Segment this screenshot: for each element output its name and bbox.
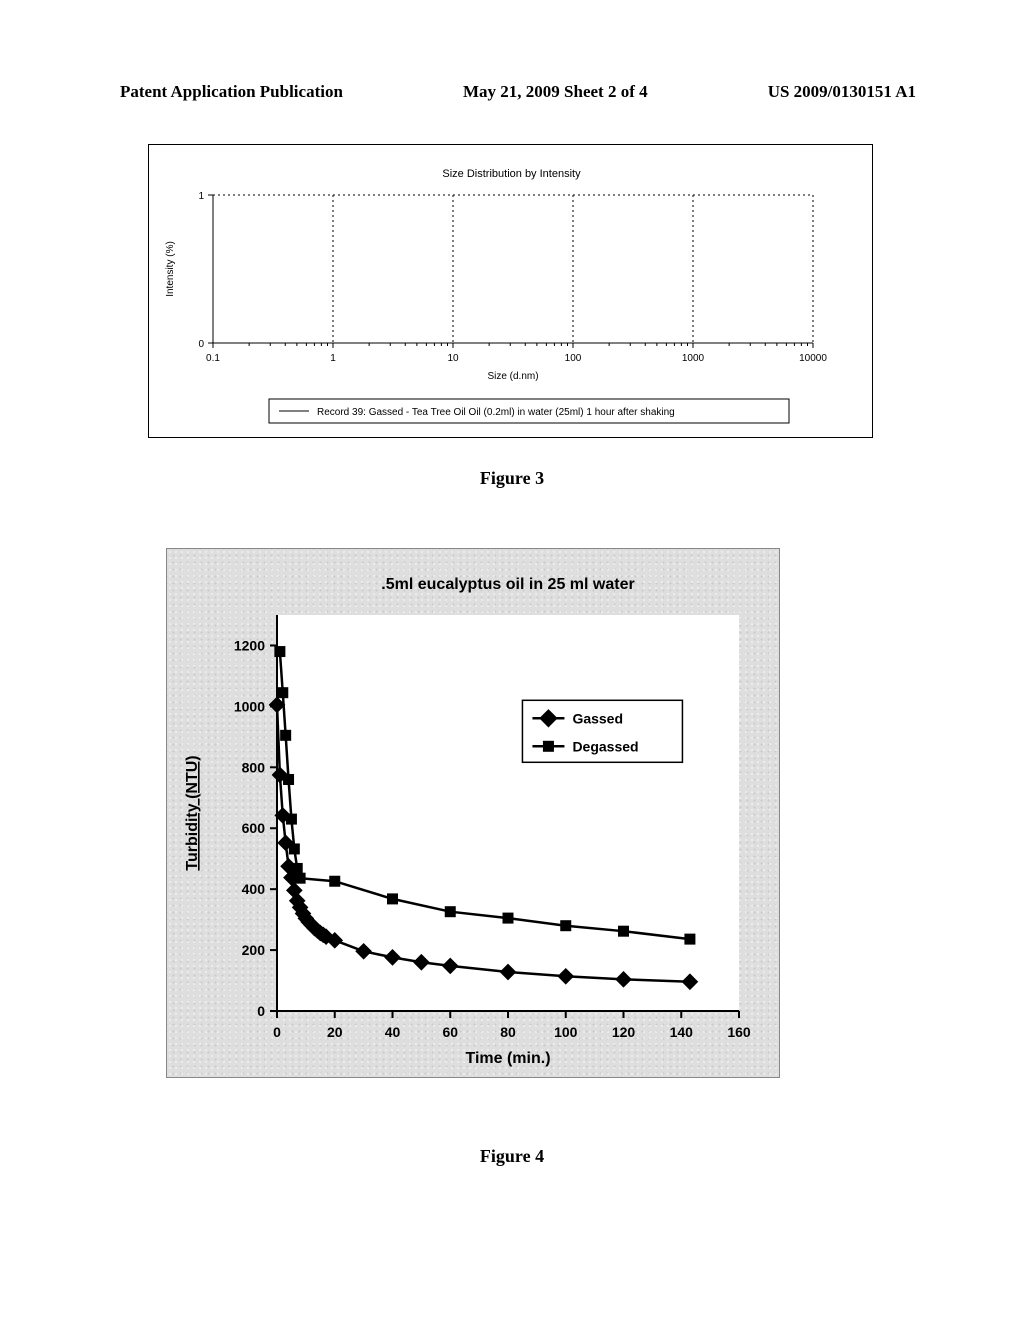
header-center: May 21, 2009 Sheet 2 of 4	[463, 82, 648, 102]
svg-text:Degassed: Degassed	[572, 738, 638, 754]
figure4-caption: Figure 4	[0, 1146, 1024, 1167]
header-right: US 2009/0130151 A1	[768, 82, 916, 102]
svg-text:.5ml eucalyptus oil in 25 ml w: .5ml eucalyptus oil in 25 ml water	[381, 576, 634, 593]
svg-text:600: 600	[242, 820, 266, 836]
figure4-svg: 0 20 40 60 80 100 120 140 160 0 200 400 600 800 1000 12…	[167, 549, 781, 1079]
svg-text:0.1: 0.1	[206, 353, 220, 364]
svg-text:80: 80	[500, 1024, 516, 1040]
svg-text:1: 1	[198, 191, 204, 202]
svg-text:Gassed: Gassed	[572, 710, 623, 726]
svg-text:60: 60	[442, 1024, 458, 1040]
figure4-panel: 0 20 40 60 80 100 120 140 160 0 200 400 600 800 1000 12…	[166, 548, 780, 1078]
svg-text:100: 100	[554, 1024, 578, 1040]
header-left: Patent Application Publication	[120, 82, 343, 102]
figure3-panel: Size Distribution by Intensity0.11101001…	[148, 144, 873, 438]
figure3-svg: Size Distribution by Intensity0.11101001…	[149, 145, 874, 439]
svg-text:0: 0	[273, 1024, 281, 1040]
svg-text:1000: 1000	[682, 353, 705, 364]
svg-text:160: 160	[727, 1024, 751, 1040]
svg-text:Record 39: Gassed - Tea Tree O: Record 39: Gassed - Tea Tree Oil Oil (0.…	[317, 407, 675, 418]
svg-text:1000: 1000	[234, 698, 265, 714]
figure3-caption: Figure 3	[0, 468, 1024, 489]
svg-text:20: 20	[327, 1024, 343, 1040]
svg-text:200: 200	[242, 942, 266, 958]
svg-text:Size (d.nm): Size (d.nm)	[487, 371, 538, 382]
svg-text:400: 400	[242, 881, 266, 897]
svg-text:40: 40	[385, 1024, 401, 1040]
svg-text:Size Distribution by Intensity: Size Distribution by Intensity	[442, 168, 581, 180]
svg-text:Time (min.): Time (min.)	[465, 1050, 550, 1067]
page-header: Patent Application Publication May 21, 2…	[120, 82, 916, 102]
svg-text:800: 800	[242, 759, 266, 775]
svg-text:10000: 10000	[799, 353, 827, 364]
svg-text:120: 120	[612, 1024, 636, 1040]
svg-text:1: 1	[330, 353, 336, 364]
svg-text:10: 10	[447, 353, 459, 364]
svg-text:0: 0	[257, 1003, 265, 1019]
svg-text:Turbidity (NTU): Turbidity (NTU)	[184, 755, 201, 870]
svg-text:1200: 1200	[234, 637, 265, 653]
svg-text:140: 140	[670, 1024, 694, 1040]
svg-text:100: 100	[565, 353, 582, 364]
svg-text:0: 0	[198, 339, 204, 350]
svg-text:Intensity (%): Intensity (%)	[165, 241, 176, 297]
